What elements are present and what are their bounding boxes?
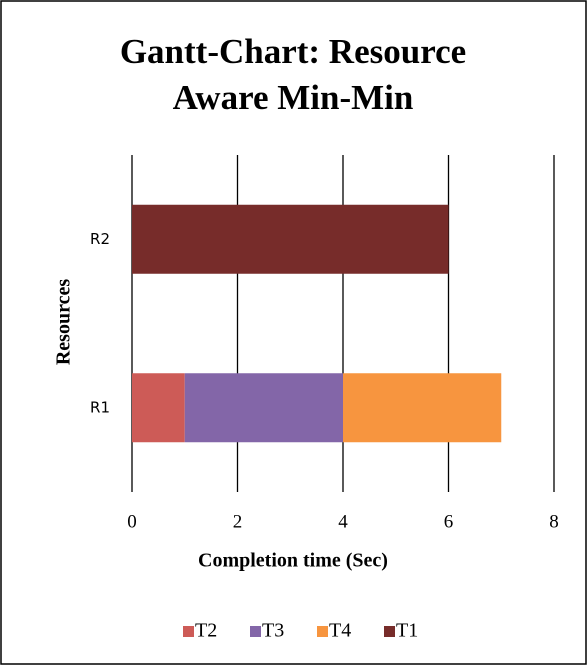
y-axis-label: Resources: [53, 279, 75, 365]
x-tick-label: 8: [549, 511, 559, 532]
chart-title: Aware Min-Min: [173, 78, 414, 117]
x-tick-label: 4: [338, 511, 348, 532]
y-tick-label: R2: [90, 230, 110, 248]
legend-label: T4: [329, 620, 351, 642]
legend-label: T1: [396, 620, 418, 642]
y-tick-label: R1: [90, 398, 110, 416]
bar-segment: [184, 373, 343, 443]
chart-title: Gantt-Chart: Resource: [120, 32, 466, 71]
legend-swatch: [317, 626, 328, 637]
x-axis-label: Completion time (Sec): [198, 550, 388, 572]
legend-swatch: [183, 626, 194, 637]
legend-swatch: [250, 626, 261, 637]
bar-segment: [132, 373, 185, 443]
legend-label: T3: [262, 620, 284, 642]
x-tick-label: 2: [233, 511, 243, 532]
bar-segment: [132, 204, 449, 274]
legend-label: T2: [195, 620, 217, 642]
x-tick-label: 6: [444, 511, 454, 532]
bar-segment: [343, 373, 502, 443]
legend-swatch: [384, 626, 395, 637]
x-tick-label: 0: [127, 511, 137, 532]
